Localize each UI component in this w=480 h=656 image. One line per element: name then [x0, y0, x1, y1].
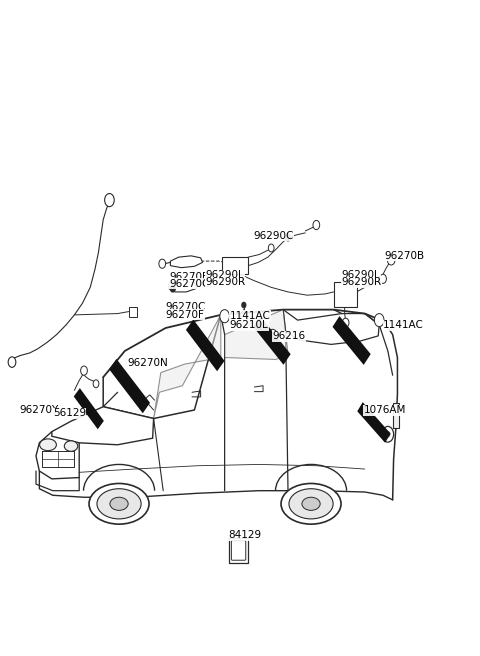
Text: 96290R: 96290R — [205, 277, 246, 287]
Ellipse shape — [39, 439, 57, 451]
FancyBboxPatch shape — [222, 257, 248, 274]
Circle shape — [374, 314, 384, 327]
Text: 1141AC: 1141AC — [383, 320, 424, 330]
Polygon shape — [225, 310, 288, 359]
Circle shape — [380, 274, 386, 283]
Text: 96270C: 96270C — [166, 302, 206, 312]
Circle shape — [105, 194, 114, 207]
Text: 96270B: 96270B — [384, 251, 424, 260]
Text: 96270N: 96270N — [127, 358, 168, 367]
Text: 96210L: 96210L — [229, 320, 268, 330]
Circle shape — [170, 285, 175, 292]
Circle shape — [376, 316, 382, 324]
Ellipse shape — [281, 483, 341, 524]
Text: 96216: 96216 — [273, 331, 306, 341]
FancyBboxPatch shape — [231, 541, 246, 560]
FancyBboxPatch shape — [393, 403, 399, 428]
Circle shape — [270, 332, 276, 340]
FancyBboxPatch shape — [129, 307, 137, 317]
Ellipse shape — [64, 441, 78, 451]
Circle shape — [342, 318, 349, 327]
Text: 96270Y: 96270Y — [19, 405, 59, 415]
Polygon shape — [170, 256, 203, 268]
Circle shape — [382, 426, 394, 442]
Polygon shape — [253, 316, 290, 365]
Circle shape — [268, 244, 274, 252]
FancyBboxPatch shape — [334, 282, 357, 307]
Text: 1076AM: 1076AM — [364, 405, 406, 415]
Circle shape — [286, 234, 290, 241]
Text: 96270C: 96270C — [169, 279, 209, 289]
Circle shape — [8, 357, 16, 367]
Text: 96290L: 96290L — [205, 270, 244, 280]
Ellipse shape — [302, 497, 320, 510]
Circle shape — [81, 366, 87, 375]
Ellipse shape — [110, 497, 128, 510]
Text: 96290R: 96290R — [342, 277, 382, 287]
Text: 84129: 84129 — [228, 530, 262, 540]
Circle shape — [386, 432, 390, 437]
Polygon shape — [52, 407, 154, 445]
Circle shape — [220, 310, 229, 323]
Polygon shape — [186, 319, 225, 371]
Text: 56129: 56129 — [53, 408, 86, 418]
Circle shape — [159, 259, 166, 268]
Text: 96270F: 96270F — [169, 272, 208, 281]
Text: 96290C: 96290C — [253, 231, 294, 241]
Ellipse shape — [97, 489, 141, 519]
Polygon shape — [333, 316, 371, 365]
Circle shape — [93, 380, 99, 388]
Ellipse shape — [89, 483, 149, 524]
Ellipse shape — [289, 489, 333, 519]
Text: 96270F: 96270F — [166, 310, 204, 319]
Polygon shape — [154, 315, 221, 419]
Polygon shape — [169, 281, 196, 292]
Circle shape — [242, 302, 246, 308]
Text: 1141AC: 1141AC — [229, 311, 270, 321]
FancyBboxPatch shape — [229, 538, 248, 563]
Circle shape — [268, 329, 277, 342]
Circle shape — [313, 220, 320, 230]
Text: 96290L: 96290L — [342, 270, 381, 280]
Polygon shape — [109, 359, 150, 413]
Circle shape — [387, 255, 395, 265]
Circle shape — [222, 312, 228, 320]
Polygon shape — [357, 402, 391, 443]
Polygon shape — [74, 388, 104, 429]
